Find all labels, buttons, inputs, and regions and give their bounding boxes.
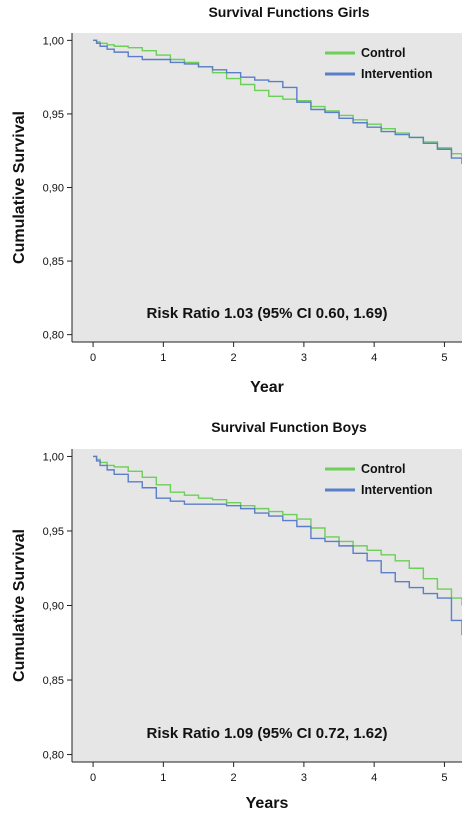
y-tick-label: 0,80 xyxy=(43,750,64,762)
y-tick-label: 0,95 xyxy=(43,526,64,538)
risk-ratio-annotation: Risk Ratio 1.09 (95% CI 0.72, 1.62) xyxy=(147,725,388,742)
x-axis-label: Years xyxy=(246,795,289,812)
x-tick-label: 5 xyxy=(441,352,447,364)
series-line-intervention xyxy=(93,455,462,636)
x-tick-label: 4 xyxy=(371,352,377,364)
chart-title: Survival Functions Girls xyxy=(208,4,369,20)
chart-panel-2: Survival Function Boys 1,00 0,95 0,90 0,85 0,… xyxy=(11,419,462,812)
legend-label-control: Control xyxy=(361,462,405,476)
x-axis-label: Year xyxy=(250,379,284,396)
chart-title: Survival Function Boys xyxy=(211,419,367,435)
y-tick-label: 0,85 xyxy=(43,256,64,268)
x-tick-label: 5 xyxy=(441,772,447,784)
series-line-control xyxy=(93,455,462,606)
y-tick-label: 0,90 xyxy=(43,601,64,613)
legend-label-intervention: Intervention xyxy=(361,483,433,497)
y-axis-label: Cumulative Survival xyxy=(11,529,28,682)
risk-ratio-annotation: Risk Ratio 1.03 (95% CI 0.60, 1.69) xyxy=(147,305,388,322)
x-tick-label: 3 xyxy=(301,772,307,784)
chart-panel-1: Survival Functions Girls 1,00 0,95 0,90 0,85… xyxy=(11,4,462,396)
x-tick-label: 4 xyxy=(371,772,377,784)
y-tick-label: 1,00 xyxy=(43,35,64,47)
x-tick-label: 2 xyxy=(231,352,237,364)
legend-label-intervention: Intervention xyxy=(361,67,433,81)
y-axis-label: Cumulative Survival xyxy=(11,111,28,264)
x-tick-label: 0 xyxy=(90,772,96,784)
x-tick-label: 1 xyxy=(160,772,166,784)
plot-area xyxy=(72,33,462,342)
y-tick-label: 0,90 xyxy=(43,183,64,195)
plot-area xyxy=(72,449,462,762)
y-tick-label: 1,00 xyxy=(43,451,64,463)
legend-label-control: Control xyxy=(361,46,405,60)
y-tick-label: 0,80 xyxy=(43,330,64,342)
series-line-control xyxy=(93,39,462,157)
x-tick-label: 2 xyxy=(231,772,237,784)
series-line-intervention xyxy=(93,39,462,164)
y-tick-label: 0,95 xyxy=(43,109,64,121)
x-tick-label: 3 xyxy=(301,352,307,364)
x-tick-label: 1 xyxy=(160,352,166,364)
x-tick-label: 0 xyxy=(90,352,96,364)
y-tick-label: 0,85 xyxy=(43,675,64,687)
